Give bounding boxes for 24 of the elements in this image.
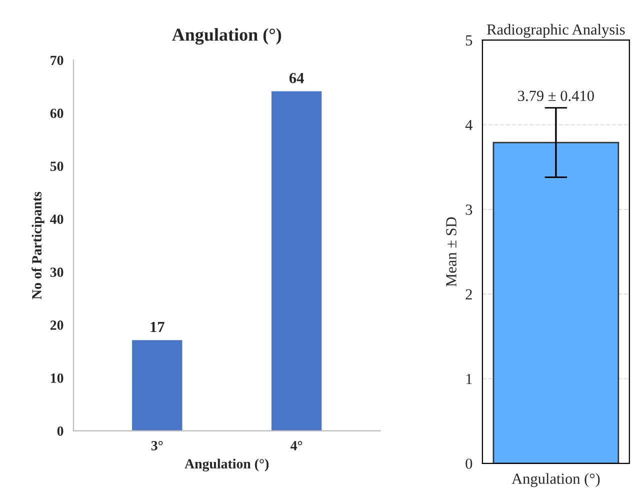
y-tick-label: 50 xyxy=(50,162,64,171)
chart-title: Angulation (°) xyxy=(172,28,282,45)
y-tick-label: 70 xyxy=(50,56,64,66)
y-tick-label: 0 xyxy=(57,426,64,436)
data-label: 17 xyxy=(150,322,164,332)
data-label: 3.79 ± 0.410 xyxy=(518,90,594,102)
data-label: 64 xyxy=(289,72,304,84)
x-axis-title: Angulation (°) xyxy=(184,458,269,472)
y-tick-label: 40 xyxy=(50,214,64,224)
x-tick-label: 4° xyxy=(290,440,302,450)
y-tick-label: 0 xyxy=(466,458,472,469)
y-tick-label: 5 xyxy=(466,35,472,46)
y-tick-label: 30 xyxy=(50,268,64,277)
y-axis-title: No of Participants xyxy=(32,192,44,300)
y-tick-label: 1 xyxy=(466,374,472,384)
y-tick-label: 3 xyxy=(466,204,472,215)
chart-title: Radiographic Analysis xyxy=(486,24,625,38)
x-tick-label: 3° xyxy=(151,440,163,450)
y-tick-label: 20 xyxy=(50,320,64,330)
y-axis-title: Mean ± SD xyxy=(446,217,456,286)
y-tick-label: 4 xyxy=(465,120,472,130)
y-tick-label: 10 xyxy=(50,373,64,383)
y-tick-label: 60 xyxy=(50,108,64,118)
y-tick-label: 2 xyxy=(466,289,472,300)
